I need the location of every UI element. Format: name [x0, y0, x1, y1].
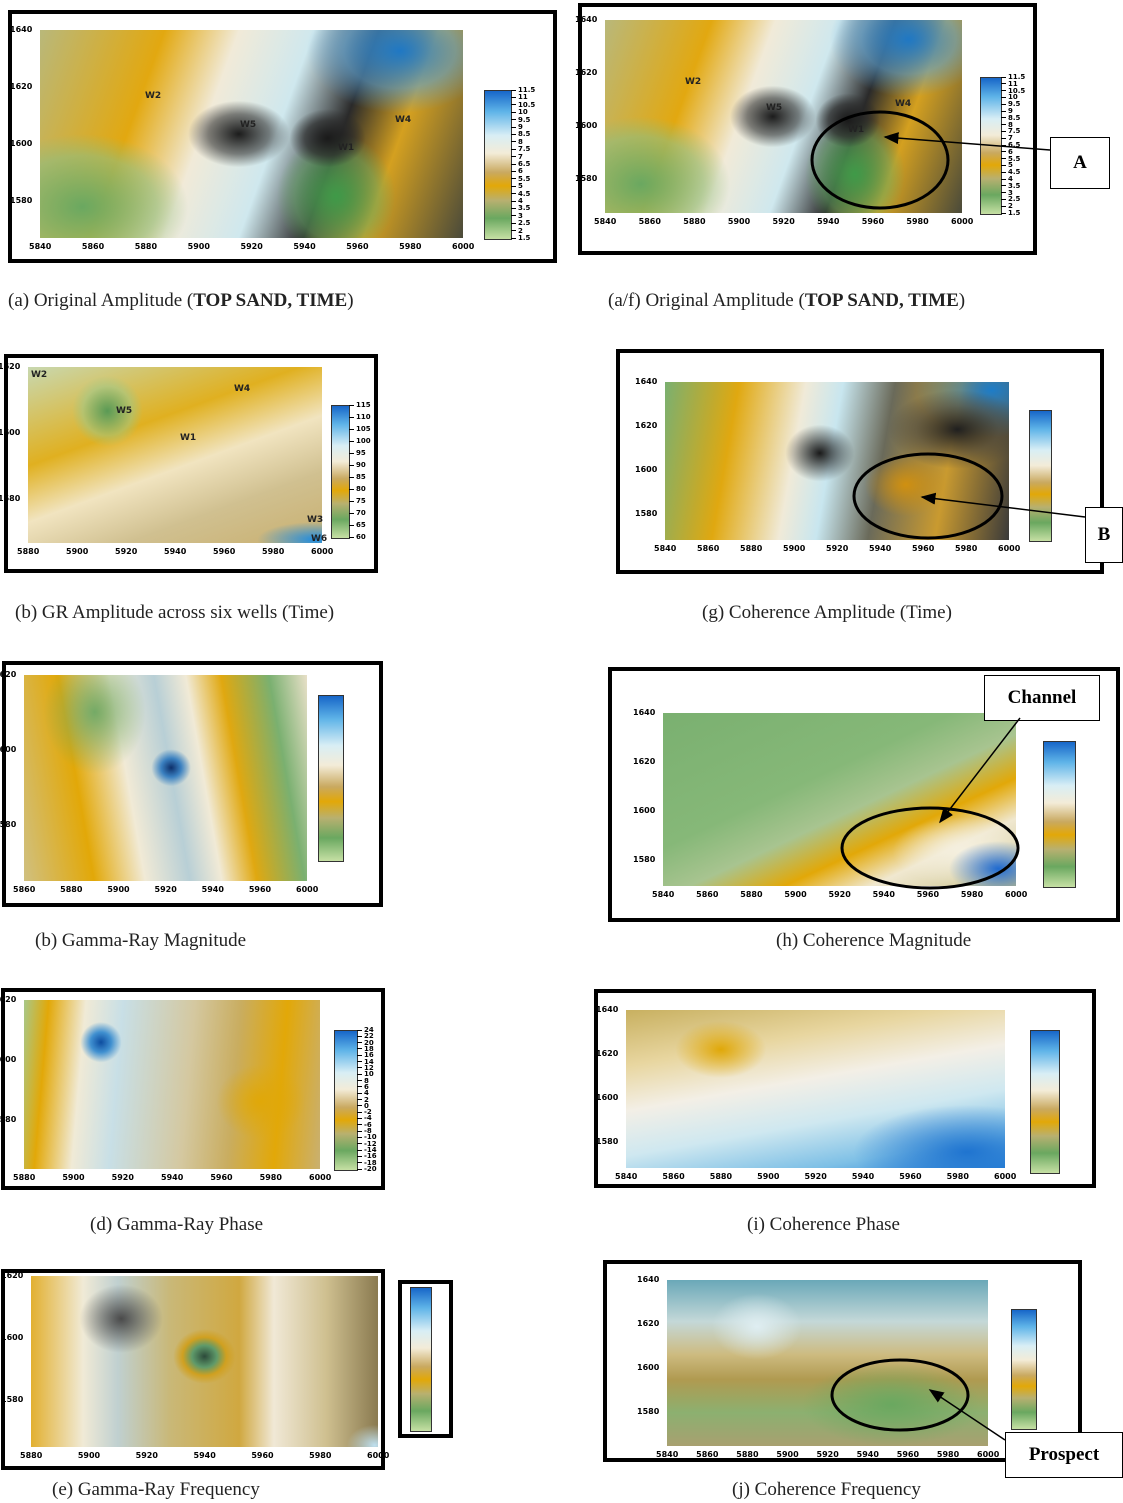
highlight-ellipse: [854, 454, 1002, 538]
page: {"panels":[ {"caption":["(a) Original Am…: [0, 0, 1123, 1503]
highlight-ellipse: [842, 808, 1018, 888]
highlight-ellipse: [812, 112, 948, 208]
highlight-ellipse: [832, 1360, 968, 1430]
arrow: [922, 497, 1085, 517]
annotation-layer: [0, 0, 1123, 1503]
arrow: [940, 718, 1020, 822]
arrow: [885, 137, 1050, 150]
